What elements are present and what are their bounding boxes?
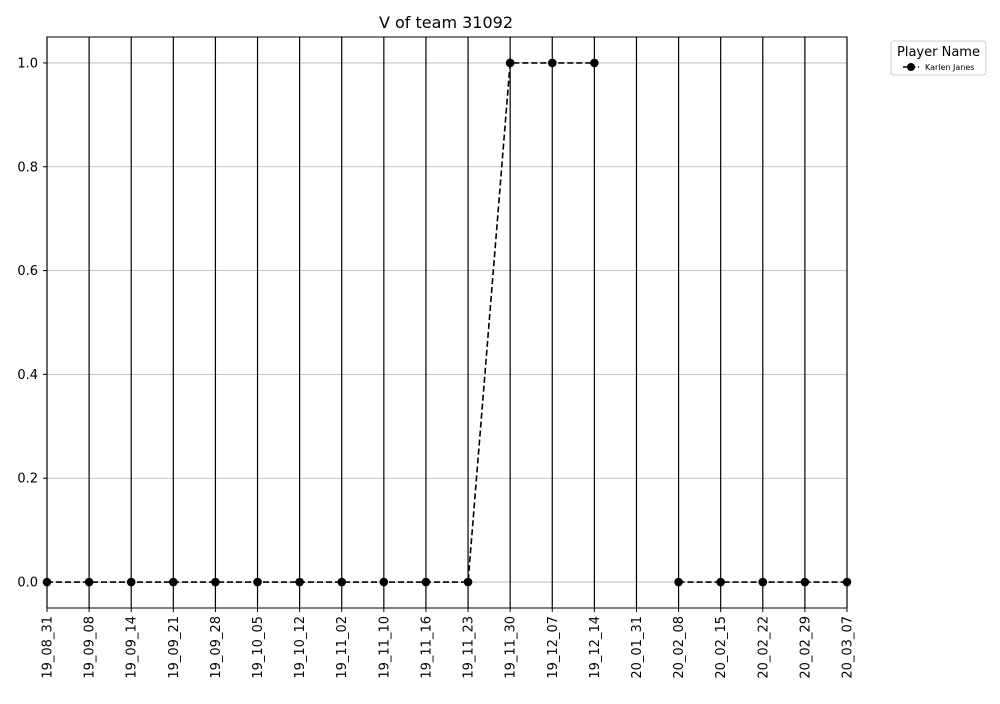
x-tick-label: 19_11_02 xyxy=(335,616,350,679)
data-point xyxy=(758,577,768,587)
x-tick-label: 19_10_12 xyxy=(293,616,308,679)
x-tick-label: 19_08_31 xyxy=(41,616,56,679)
series-layer xyxy=(42,58,852,587)
legend: Player Name Karlen Janes xyxy=(890,40,987,76)
x-tick-label: 19_11_16 xyxy=(419,616,434,679)
x-tick-label: 19_11_30 xyxy=(504,616,519,679)
data-point xyxy=(800,577,810,587)
data-point xyxy=(674,577,683,587)
y-tick-label: 0.0 xyxy=(17,576,38,591)
x-tick-label: 19_09_21 xyxy=(167,616,182,679)
legend-title: Player Name xyxy=(897,45,980,60)
data-point xyxy=(590,58,599,68)
x-tick-label: 20_01_31 xyxy=(630,616,645,679)
data-point xyxy=(84,577,94,587)
y-tick-label: 0.6 xyxy=(17,264,38,279)
plot-frame xyxy=(46,36,848,609)
x-tick-label: 19_09_14 xyxy=(125,616,140,679)
x-tick-label: 19_11_10 xyxy=(377,616,392,679)
x-tick-label: 20_02_15 xyxy=(714,616,729,679)
data-point xyxy=(169,577,178,587)
y-tick-label: 0.4 xyxy=(17,368,38,383)
x-tick-label: 20_02_22 xyxy=(756,616,771,679)
y-tick-label: 1.0 xyxy=(17,56,38,71)
data-point xyxy=(126,577,136,587)
x-tick-label: 19_09_28 xyxy=(209,616,224,679)
data-point xyxy=(295,577,304,587)
x-tick-label: 19_12_07 xyxy=(546,616,561,679)
grid-layer xyxy=(47,62,847,583)
data-point xyxy=(505,58,515,68)
series-line xyxy=(47,62,595,583)
x-tick-label: 19_12_14 xyxy=(588,616,603,679)
x-axis-ticks: 19_08_31 19_09_08 19_09_14 19_09_21 19_09_28… xyxy=(41,608,856,679)
category-vertical-lines xyxy=(46,37,848,608)
data-point xyxy=(421,577,431,587)
x-tick-label: 20_02_08 xyxy=(672,616,687,679)
y-tick-label: 0.8 xyxy=(17,160,38,175)
x-tick-label: 19_09_08 xyxy=(83,616,98,679)
data-point xyxy=(716,577,725,587)
y-axis-ticks: 0.0 0.2 0.4 0.6 0.8 1.0 xyxy=(17,56,47,591)
legend-marker xyxy=(907,63,915,71)
data-point xyxy=(547,58,557,68)
data-point xyxy=(337,577,347,587)
y-tick-label: 0.2 xyxy=(17,472,38,487)
chart-title: V of team 31092 xyxy=(379,13,513,32)
data-point xyxy=(463,577,473,587)
legend-entry-label: Karlen Janes xyxy=(925,63,974,72)
data-point xyxy=(211,577,220,587)
data-point xyxy=(379,577,389,587)
x-tick-label: 19_11_23 xyxy=(462,616,477,679)
data-point xyxy=(253,577,262,587)
x-tick-label: 20_02_29 xyxy=(798,616,813,679)
x-tick-label: 19_10_05 xyxy=(251,616,266,679)
x-tick-label: 20_03_07 xyxy=(841,616,856,679)
